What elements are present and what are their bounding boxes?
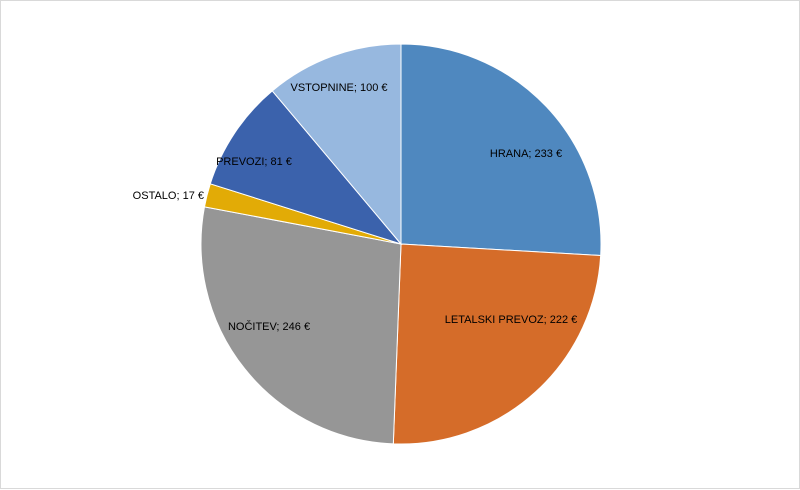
slice-label-prevozi: PREVOZI; 81 € xyxy=(216,156,292,168)
slice-label-vstopnine: VSTOPNINE; 100 € xyxy=(290,82,387,94)
slice-label-ostalo: OSTALO; 17 € xyxy=(133,190,204,202)
pie-slices xyxy=(200,43,602,445)
slice-label-letalski-prevoz: LETALSKI PREVOZ; 222 € xyxy=(445,314,577,326)
slice-label-nocitev: NOČITEV; 246 € xyxy=(228,320,310,333)
pie-slice-vstopnine xyxy=(271,43,402,246)
pie-slice-prevozi xyxy=(209,90,403,245)
pie-slice-hrana xyxy=(400,43,602,257)
pie-slice-letalski-prevoz xyxy=(392,243,602,445)
slice-label-hrana: HRANA; 233 € xyxy=(490,148,562,160)
pie-slice-nocitev xyxy=(200,206,402,445)
slice-labels: HRANA; 233 € LETALSKI PREVOZ; 222 € NOČI… xyxy=(133,82,578,333)
